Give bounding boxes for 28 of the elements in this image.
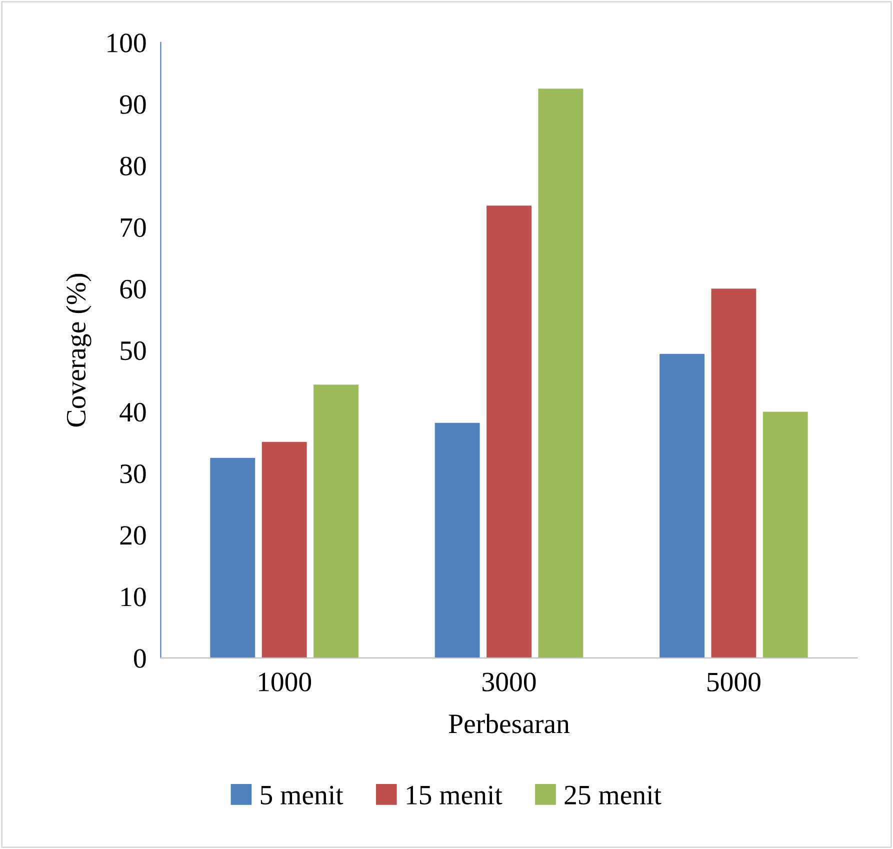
bar <box>711 288 756 658</box>
y-tick-label: 20 <box>120 526 146 545</box>
bar <box>434 422 480 658</box>
bar <box>210 458 256 658</box>
bar <box>660 354 704 658</box>
bar <box>314 384 358 658</box>
x-axis-title: Perbesaran <box>448 714 570 734</box>
x-tick-label: 1000 <box>258 672 312 692</box>
x-tick-label: 5000 <box>708 672 760 692</box>
legend-label: 25 menit <box>564 786 662 804</box>
y-tick-label: 40 <box>120 402 146 422</box>
y-tick-label: 70 <box>120 218 146 238</box>
bar <box>538 88 584 658</box>
y-tick-label: 0 <box>134 649 146 668</box>
y-tick-label: 60 <box>120 280 146 299</box>
y-tick-label: 80 <box>120 156 146 176</box>
x-tick-label: 3000 <box>482 672 536 692</box>
bar <box>262 442 307 658</box>
legend-label: 5 menit <box>260 786 344 804</box>
y-axis-title: Coverage (%) <box>66 274 92 427</box>
bar <box>762 412 808 658</box>
y-tick-label: 90 <box>120 95 146 114</box>
legend-label: 15 menit <box>406 786 502 804</box>
y-tick-label: 50 <box>120 341 146 360</box>
bar <box>486 206 532 658</box>
y-tick-label: 30 <box>120 464 146 484</box>
y-tick-label: 100 <box>108 34 146 52</box>
y-tick-label: 10 <box>122 588 146 606</box>
